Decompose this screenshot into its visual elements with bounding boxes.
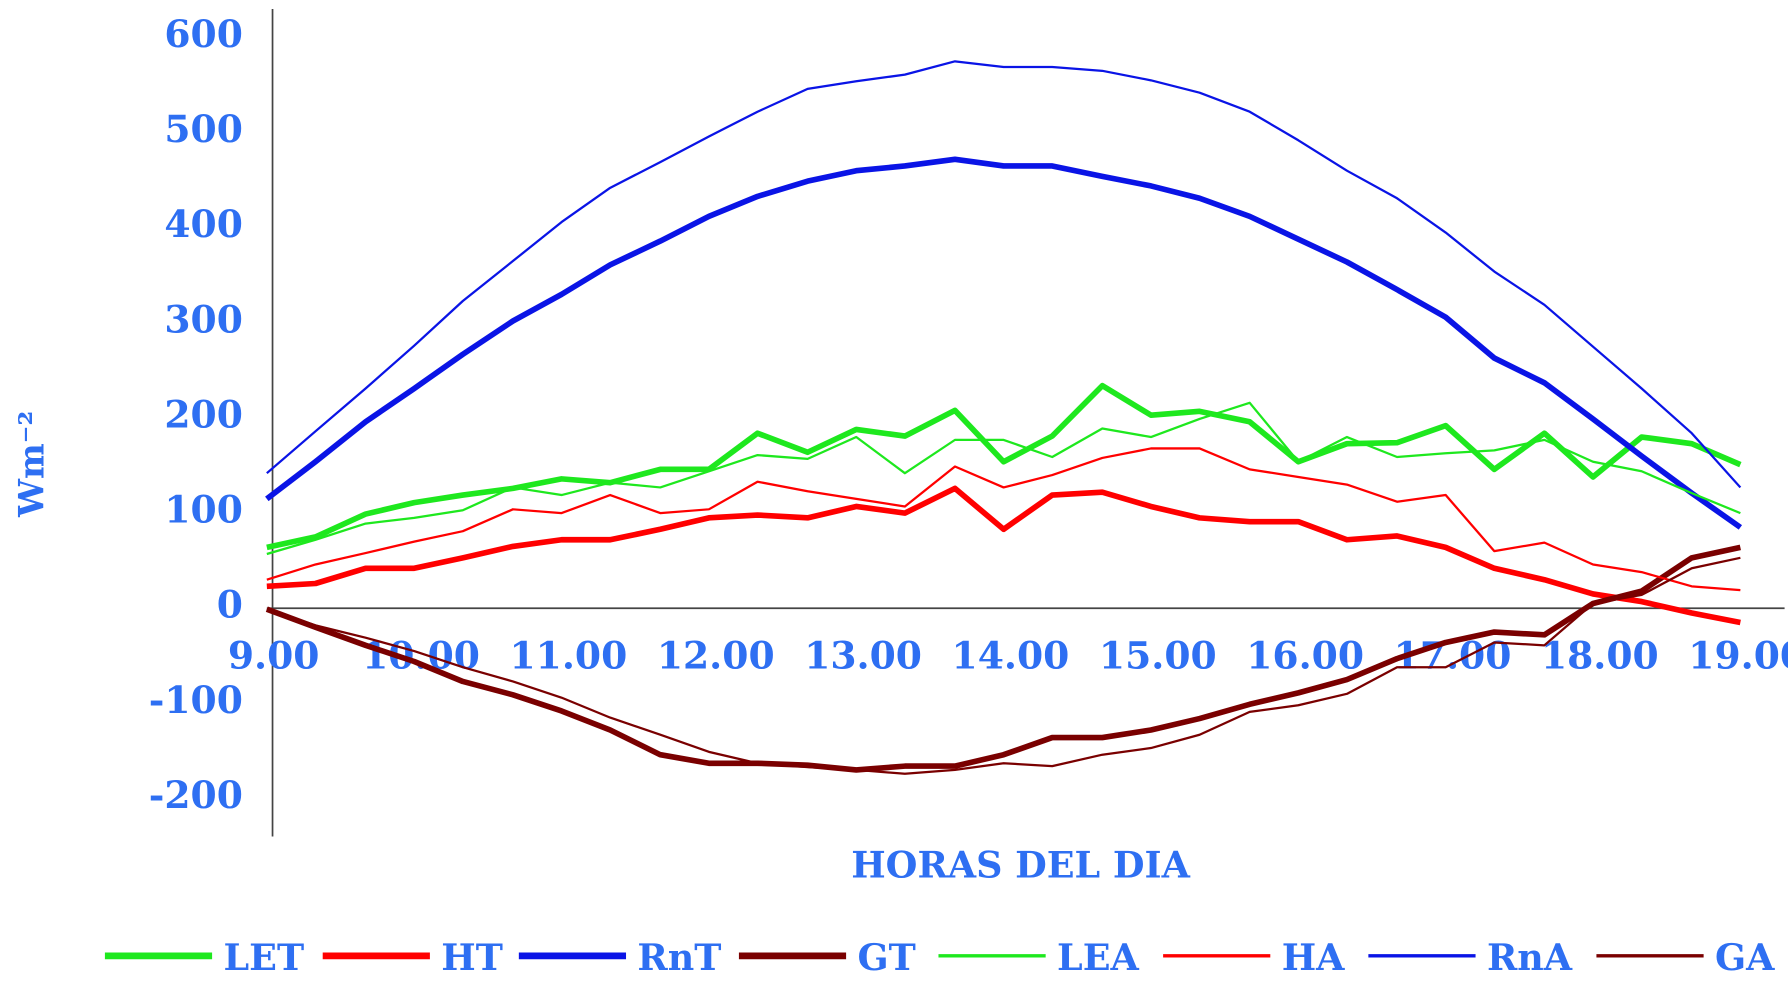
series-line (265, 544, 1741, 773)
y-tick-label: 300 (164, 298, 243, 342)
y-tick-label: 200 (164, 393, 243, 437)
x-axis-label: HORAS DEL DIA (851, 844, 1191, 887)
y-tick-label: 0 (217, 583, 243, 627)
legend-label: GA (1715, 936, 1775, 979)
x-tick-label: 12.00 (657, 634, 775, 678)
x-tick-label: 16.00 (1246, 634, 1364, 678)
series-line (266, 60, 1742, 489)
series-line (265, 156, 1743, 530)
legend-label: GT (858, 936, 916, 979)
x-tick-label: 11.00 (509, 634, 627, 678)
y-tick-label: 400 (164, 202, 243, 246)
y-tick-label: 600 (164, 12, 243, 56)
series-line (266, 401, 1741, 556)
series-line (266, 556, 1741, 775)
x-tick-label: 15.00 (1099, 634, 1217, 678)
y-tick-label: 100 (164, 488, 243, 532)
legend-label: RnT (637, 936, 721, 979)
legend-label: LEA (1057, 936, 1140, 979)
y-axis-label: Wm⁻² (12, 411, 52, 518)
y-tick-label: -200 (149, 773, 243, 817)
x-tick-label: 14.00 (952, 634, 1070, 678)
legend-label: HA (1282, 936, 1346, 979)
legend-label: HT (441, 936, 503, 979)
x-tick-label: 9.00 (228, 634, 320, 678)
x-tick-label: 19.00 (1688, 634, 1788, 678)
x-tick-label: 18.00 (1541, 634, 1659, 678)
legend-label: LET (224, 936, 305, 979)
series-line (266, 382, 1742, 551)
y-tick-label: -100 (149, 678, 243, 722)
legend-label: RnA (1487, 936, 1573, 979)
x-tick-label: 13.00 (804, 634, 922, 678)
y-tick-label: 500 (164, 107, 243, 151)
series-line (266, 485, 1741, 626)
x-tick-label: 10.00 (362, 634, 480, 678)
series-line (266, 447, 1741, 592)
